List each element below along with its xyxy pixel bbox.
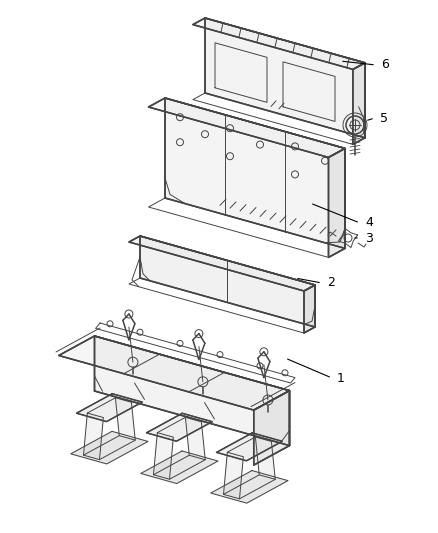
Polygon shape [71, 431, 148, 464]
Polygon shape [84, 413, 103, 459]
Text: 5: 5 [380, 111, 388, 125]
Polygon shape [165, 98, 345, 248]
Polygon shape [353, 63, 365, 144]
Polygon shape [211, 471, 288, 503]
Polygon shape [205, 18, 365, 138]
Polygon shape [216, 433, 282, 461]
Polygon shape [223, 453, 244, 499]
Polygon shape [59, 336, 290, 410]
Polygon shape [77, 394, 142, 422]
Polygon shape [146, 413, 212, 441]
Polygon shape [129, 236, 315, 291]
Polygon shape [255, 437, 275, 479]
Polygon shape [140, 236, 315, 327]
Text: 3: 3 [365, 231, 373, 245]
Text: 1: 1 [337, 372, 345, 384]
Text: 6: 6 [381, 59, 389, 71]
Polygon shape [141, 451, 218, 483]
Polygon shape [193, 18, 365, 69]
Polygon shape [185, 417, 205, 460]
Text: 4: 4 [365, 216, 373, 230]
Polygon shape [254, 391, 290, 465]
Polygon shape [95, 336, 290, 446]
Polygon shape [115, 398, 135, 440]
Polygon shape [328, 148, 345, 257]
Polygon shape [153, 433, 173, 479]
Text: 2: 2 [327, 277, 335, 289]
Polygon shape [304, 285, 315, 333]
Polygon shape [148, 98, 345, 157]
